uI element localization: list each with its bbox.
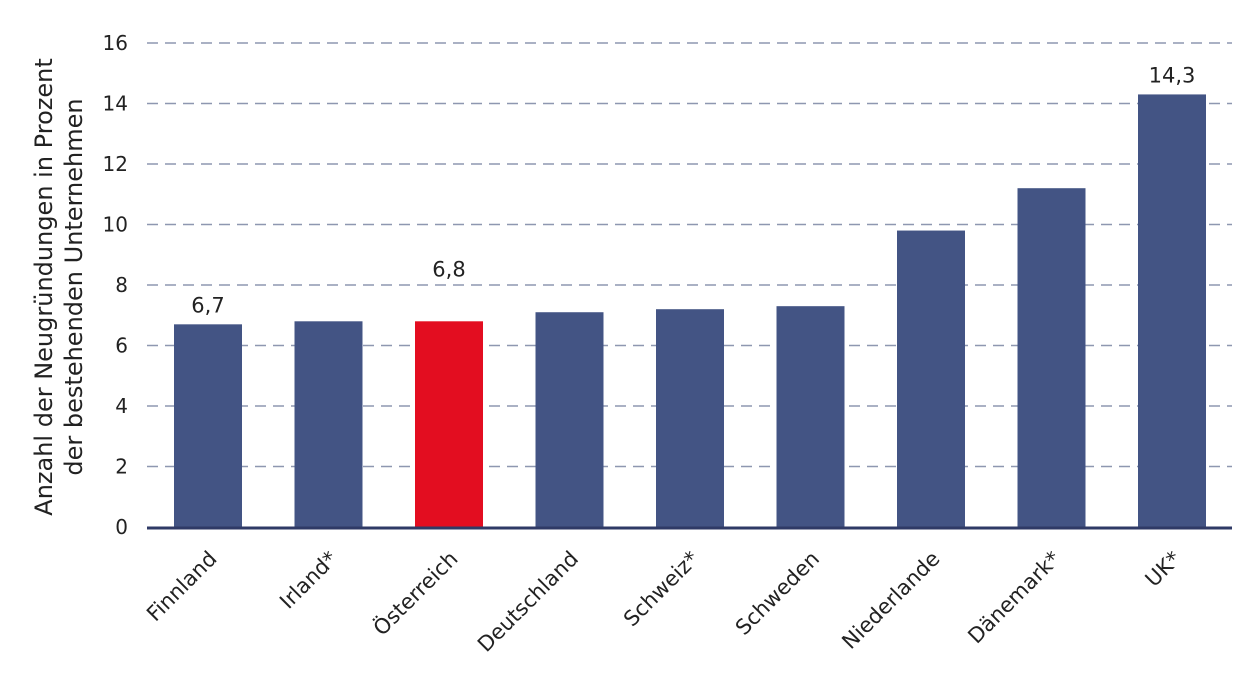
x-axis-category-labels: Finnland Irland* Österreich Deutschland Schw… xyxy=(142,546,1185,657)
x-tick-label: Niederlande xyxy=(837,547,944,654)
y-tick-label: 16 xyxy=(103,31,128,55)
x-tick-label: UK* xyxy=(1141,547,1186,592)
y-tick-label: 8 xyxy=(115,273,128,297)
bar xyxy=(656,309,724,527)
bar xyxy=(174,324,242,527)
bar xyxy=(1138,94,1206,528)
x-tick-label: Finnland xyxy=(142,547,221,626)
y-tick-label: 6 xyxy=(115,334,128,358)
data-label: 6,8 xyxy=(432,257,465,281)
y-axis-label-line-1: Anzahl der Neugründungen in Prozent xyxy=(30,58,58,515)
y-axis-label-line-2: der bestehenden Unternehmen xyxy=(60,98,88,475)
x-tick-label: Dänemark* xyxy=(963,547,1065,649)
y-tick-label: 12 xyxy=(103,152,128,176)
y-tick-label: 10 xyxy=(103,213,128,237)
bar xyxy=(415,321,483,527)
bars xyxy=(174,94,1206,528)
x-tick-label: Schweiz* xyxy=(619,547,704,632)
x-tick-label: Österreich xyxy=(368,546,463,641)
y-axis-label: Anzahl der Neugründungen in Prozent der … xyxy=(30,58,88,515)
x-tick-label: Schweden xyxy=(731,547,824,640)
data-labels: 6,7 6,8 14,3 xyxy=(191,63,1195,317)
bar xyxy=(294,321,363,527)
y-tick-label: 0 xyxy=(115,515,128,539)
bar xyxy=(897,230,965,528)
y-axis-ticks: 0 2 4 6 8 10 12 14 16 xyxy=(103,31,128,539)
x-tick-label: Deutschland xyxy=(473,547,583,657)
bar xyxy=(1017,188,1086,527)
data-label: 14,3 xyxy=(1149,63,1196,87)
x-tick-label: Irland* xyxy=(275,547,342,614)
data-label: 6,7 xyxy=(191,293,224,317)
bar xyxy=(535,312,604,527)
y-tick-label: 4 xyxy=(115,394,128,418)
y-tick-label: 2 xyxy=(115,455,128,479)
bar xyxy=(776,306,845,527)
y-tick-label: 14 xyxy=(103,92,128,116)
